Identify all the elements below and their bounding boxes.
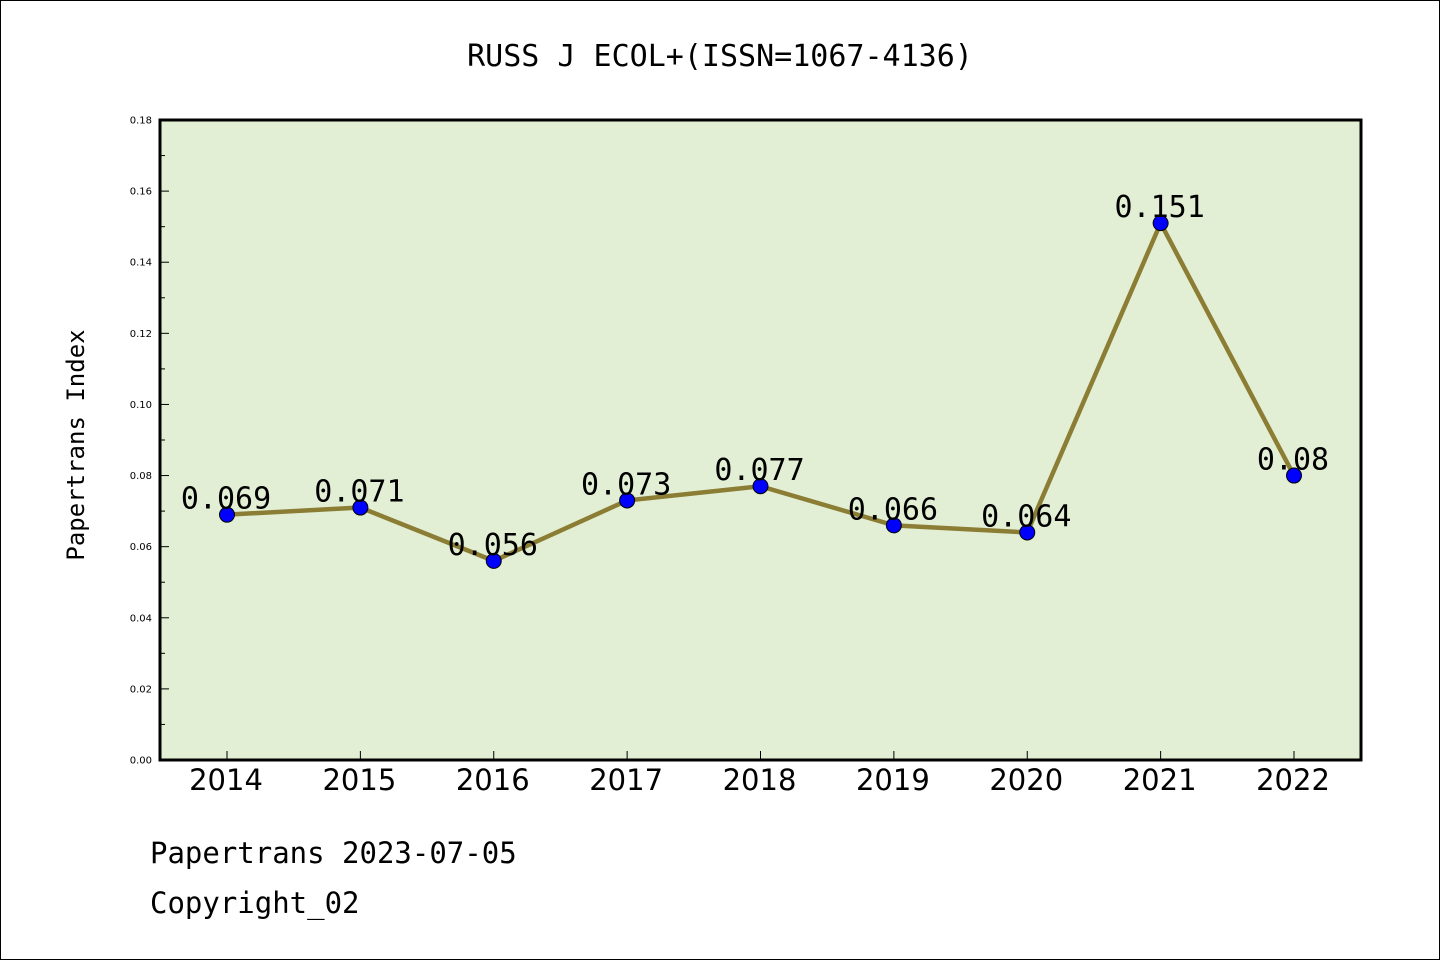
series bbox=[219, 215, 1302, 569]
data-point bbox=[1019, 524, 1036, 541]
y-tick-label: 0.12 bbox=[130, 329, 152, 340]
y-tick-label: 0.06 bbox=[130, 542, 152, 553]
y-tick-label: 0.16 bbox=[130, 187, 152, 198]
data-point bbox=[1152, 215, 1169, 232]
y-tick-label: 0.14 bbox=[130, 258, 152, 269]
data-label: 0.064 bbox=[981, 499, 1071, 534]
y-tick-label: 0.00 bbox=[130, 756, 152, 767]
x-tick-label: 2021 bbox=[1123, 763, 1197, 797]
data-point bbox=[1286, 467, 1302, 484]
x-tick-label: 2018 bbox=[723, 763, 797, 797]
data-label: 0.056 bbox=[448, 528, 538, 563]
data-point bbox=[485, 552, 502, 569]
data-point bbox=[885, 517, 902, 534]
y-tick-label: 0.02 bbox=[130, 684, 152, 695]
y-axis-label: Papertrans Index bbox=[62, 329, 90, 560]
x-tick-label: 2022 bbox=[1256, 763, 1330, 797]
plot-border bbox=[158, 118, 1363, 762]
x-tick-label: 2014 bbox=[189, 763, 263, 797]
data-label: 0.08 bbox=[1257, 443, 1329, 478]
data-labels: 0.069 0.071 0.056 0.073 0.077 0.066 0.064 0.151… bbox=[181, 190, 1329, 563]
x-tick-label: 2015 bbox=[322, 763, 396, 797]
y-tick-label: 0.04 bbox=[130, 613, 152, 624]
footer-copyright: Copyright_02 bbox=[150, 886, 360, 920]
y-tick-label: 0.10 bbox=[130, 400, 152, 411]
x-tick-label: 2016 bbox=[456, 763, 530, 797]
data-label: 0.071 bbox=[314, 475, 404, 510]
footer-date: Papertrans 2023-07-05 bbox=[150, 836, 517, 870]
y-tick-label: 0.08 bbox=[130, 471, 152, 482]
data-label: 0.066 bbox=[848, 492, 938, 527]
data-label: 0.077 bbox=[714, 453, 804, 488]
data-point bbox=[352, 499, 369, 516]
x-tick-label: 2020 bbox=[989, 763, 1063, 797]
chart-title: RUSS J ECOL+(ISSN=1067-4136) bbox=[467, 39, 973, 74]
x-axis: 2014 2015 2016 2017 2018 2019 2020 2021 2022 bbox=[189, 751, 1330, 797]
data-label: 0.151 bbox=[1114, 190, 1204, 225]
data-point bbox=[752, 478, 769, 495]
x-tick-label: 2017 bbox=[589, 763, 663, 797]
x-tick-label: 2019 bbox=[856, 763, 930, 797]
data-point bbox=[219, 506, 235, 523]
data-point bbox=[619, 492, 636, 509]
data-label: 0.073 bbox=[581, 467, 671, 502]
data-label: 0.069 bbox=[181, 482, 271, 517]
y-tick-label: 0.18 bbox=[130, 116, 152, 127]
